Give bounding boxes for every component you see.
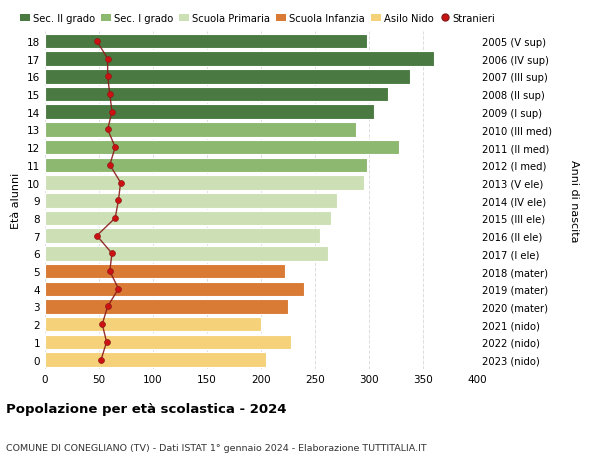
Point: [113, 285, 123, 293]
Point: [103, 56, 112, 63]
Text: Popolazione per età scolastica - 2024: Popolazione per età scolastica - 2024: [6, 403, 287, 415]
Bar: [45, 229, 320, 243]
Point: [107, 109, 117, 116]
Bar: [45, 123, 356, 137]
Bar: [45, 140, 399, 155]
Point: [92, 232, 101, 240]
Point: [110, 144, 120, 151]
Point: [105, 91, 115, 99]
Point: [97, 321, 107, 328]
Point: [103, 303, 112, 310]
Bar: [45, 211, 331, 226]
Point: [105, 268, 115, 275]
Point: [97, 356, 106, 364]
Point: [105, 162, 115, 169]
Bar: [45, 264, 285, 279]
Bar: [45, 194, 337, 208]
Point: [103, 127, 112, 134]
Point: [107, 250, 117, 257]
Bar: [45, 88, 388, 102]
Legend: Sec. II grado, Sec. I grado, Scuola Primaria, Scuola Infanzia, Asilo Nido, Stran: Sec. II grado, Sec. I grado, Scuola Prim…: [20, 14, 496, 24]
Bar: [45, 282, 304, 297]
Bar: [45, 105, 374, 120]
Bar: [45, 335, 291, 349]
Bar: [45, 176, 364, 190]
Point: [103, 73, 112, 81]
Y-axis label: Età alunni: Età alunni: [11, 173, 22, 229]
Bar: [45, 300, 288, 314]
Bar: [45, 353, 266, 367]
Y-axis label: Anni di nascita: Anni di nascita: [569, 160, 578, 242]
Point: [110, 215, 120, 222]
Bar: [45, 317, 261, 332]
Point: [116, 179, 125, 187]
Bar: [45, 52, 434, 67]
Bar: [45, 158, 367, 173]
Bar: [45, 246, 328, 261]
Text: COMUNE DI CONEGLIANO (TV) - Dati ISTAT 1° gennaio 2024 - Elaborazione TUTTITALIA: COMUNE DI CONEGLIANO (TV) - Dati ISTAT 1…: [6, 443, 427, 452]
Bar: [45, 70, 410, 84]
Point: [92, 38, 101, 45]
Point: [102, 338, 112, 346]
Bar: [45, 34, 367, 49]
Point: [113, 197, 123, 205]
